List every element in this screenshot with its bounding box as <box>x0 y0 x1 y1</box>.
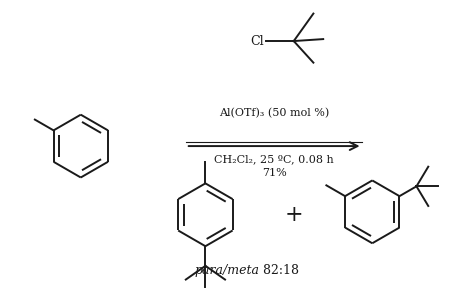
Text: Cl: Cl <box>251 35 264 48</box>
Text: +: + <box>284 204 303 226</box>
Text: 82:18: 82:18 <box>259 264 299 277</box>
Text: para/meta: para/meta <box>194 264 259 277</box>
Text: Al(OTf)₃ (50 mol %): Al(OTf)₃ (50 mol %) <box>219 108 329 119</box>
Text: 71%: 71% <box>262 168 287 178</box>
Text: CH₂Cl₂, 25 ºC, 0.08 h: CH₂Cl₂, 25 ºC, 0.08 h <box>214 154 334 164</box>
